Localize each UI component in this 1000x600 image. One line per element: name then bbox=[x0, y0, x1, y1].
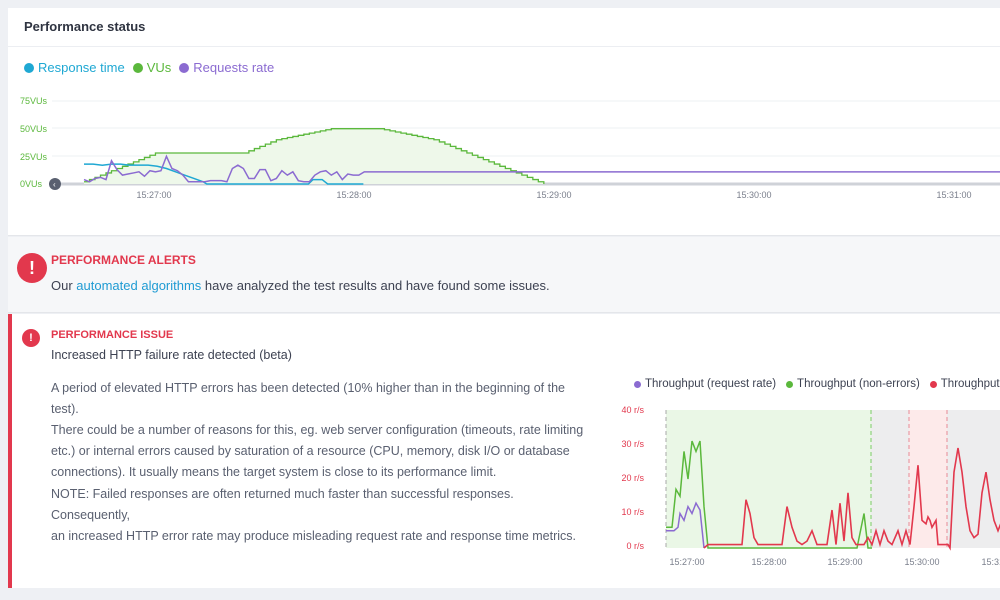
chart1-xtick: 15:29:00 bbox=[536, 190, 571, 200]
vus-area bbox=[84, 128, 544, 184]
scroll-left-handle[interactable] bbox=[49, 178, 61, 190]
issue-line: etc.) or internal errors caused by satur… bbox=[51, 444, 570, 458]
legend-label: Throughput (non-errors) bbox=[797, 378, 920, 390]
non-errors-dot-icon bbox=[786, 380, 794, 388]
chart1-xtick: 15:30:00 bbox=[736, 190, 771, 200]
vus-line bbox=[84, 128, 545, 184]
legend-throughput-non-errors[interactable]: Throughput (non-errors) bbox=[786, 378, 920, 390]
chevron-left-icon: ‹ bbox=[53, 180, 56, 189]
legend-label: Throughput (errors) bbox=[940, 378, 1000, 390]
issue-title: PERFORMANCE ISSUE bbox=[51, 329, 174, 341]
response-time-dot-icon bbox=[24, 62, 34, 73]
errors-dot-icon bbox=[929, 380, 937, 388]
legend-throughput-errors[interactable]: Throughput (errors) bbox=[929, 378, 1000, 390]
chart1-ytick: 0VUs bbox=[20, 179, 43, 189]
issue-exclamation-icon: ! bbox=[22, 329, 40, 347]
vus-dot-icon bbox=[132, 62, 143, 73]
chart2-ytick: 40 r/s bbox=[621, 405, 644, 415]
issue-line: A period of elevated HTTP errors has bee… bbox=[51, 381, 565, 416]
performance-alerts: ! PERFORMANCE ALERTS Our automated algor… bbox=[8, 237, 1000, 313]
request-rate-dot-icon bbox=[634, 380, 641, 388]
requests-rate-dot-icon bbox=[179, 62, 190, 73]
performance-status-title: Performance status bbox=[24, 19, 146, 34]
chart1-xtick: 15:27:00 bbox=[136, 190, 171, 200]
alerts-text: Our automated algorithms have analyzed t… bbox=[51, 278, 550, 293]
chart1-ytick: 75VUs bbox=[20, 96, 48, 106]
chart2-ytick: 30 r/s bbox=[621, 439, 644, 449]
performance-status-card: Performance status Response time VUs Req… bbox=[8, 8, 1000, 236]
neutral-period-band bbox=[947, 410, 1000, 548]
issue-note-line: NOTE: Failed responses are often returne… bbox=[51, 487, 514, 522]
alert-exclamation-icon: ! bbox=[17, 253, 47, 283]
legend-response-time-label: Response time bbox=[38, 60, 125, 75]
issue-line: connections). It usually means the targe… bbox=[51, 465, 497, 479]
title-divider bbox=[8, 46, 1000, 47]
throughput-chart[interactable]: 40 r/s 30 r/s 20 r/s 10 r/s 0 r/s 15:27:… bbox=[602, 400, 1000, 580]
non-error-period-band bbox=[666, 410, 871, 548]
chart2-xtick: 15:27:00 bbox=[669, 557, 704, 567]
chart2-ytick: 0 r/s bbox=[626, 541, 644, 551]
alerts-text-before: Our bbox=[51, 278, 77, 293]
chart2-xtick: 15:29:00 bbox=[827, 557, 862, 567]
legend-requests-rate-label: Requests rate bbox=[193, 60, 275, 75]
automated-algorithms-link[interactable]: automated algorithms bbox=[76, 278, 202, 293]
issue-note: NOTE: Failed responses are often returne… bbox=[51, 484, 596, 547]
chart2-ytick: 10 r/s bbox=[621, 507, 644, 517]
chart2-xtick: 15:30:00 bbox=[904, 557, 939, 567]
legend-response-time[interactable]: Response time bbox=[24, 60, 125, 75]
errors-line bbox=[703, 447, 1000, 551]
issue-subtitle: Increased HTTP failure rate detected (be… bbox=[51, 348, 292, 362]
neutral-period-band bbox=[871, 410, 909, 548]
requests-rate-line bbox=[83, 154, 1000, 183]
throughput-legend: Throughput (request rate) Throughput (no… bbox=[634, 378, 1000, 390]
chart2-xtick: 15:31:00 bbox=[981, 557, 1000, 567]
performance-issue: ! PERFORMANCE ISSUE Increased HTTP failu… bbox=[8, 314, 1000, 588]
chart1-xtick: 15:31:00 bbox=[936, 190, 971, 200]
alerts-title: PERFORMANCE ALERTS bbox=[51, 253, 196, 267]
legend-vus-label: VUs bbox=[146, 60, 172, 75]
chart1-ytick: 25VUs bbox=[20, 152, 48, 162]
chart2-xtick: 15:28:00 bbox=[751, 557, 786, 567]
legend-requests-rate[interactable]: Requests rate bbox=[179, 60, 274, 75]
chart1-ytick: 50VUs bbox=[20, 124, 48, 134]
chart1-xtick: 15:28:00 bbox=[336, 190, 371, 200]
performance-legend: Response time VUs Requests rate bbox=[24, 60, 274, 75]
performance-status-chart[interactable]: 75VUs 50VUs 25VUs 0VUs 15:27:00 15:28:00… bbox=[8, 84, 1000, 214]
request-rate-line bbox=[666, 501, 705, 549]
legend-throughput-request-rate[interactable]: Throughput (request rate) bbox=[634, 378, 776, 390]
issue-note-line: an increased HTTP error rate may produce… bbox=[51, 529, 577, 543]
chart2-ytick: 20 r/s bbox=[621, 473, 644, 483]
issue-line: There could be a number of reasons for t… bbox=[51, 423, 584, 437]
non-errors-line bbox=[666, 440, 872, 549]
legend-label: Throughput (request rate) bbox=[645, 378, 777, 390]
issue-description: A period of elevated HTTP errors has bee… bbox=[51, 378, 596, 483]
alerts-text-after: have analyzed the test results and have … bbox=[201, 278, 550, 293]
legend-vus[interactable]: VUs bbox=[132, 60, 172, 75]
error-period-band bbox=[909, 410, 947, 548]
